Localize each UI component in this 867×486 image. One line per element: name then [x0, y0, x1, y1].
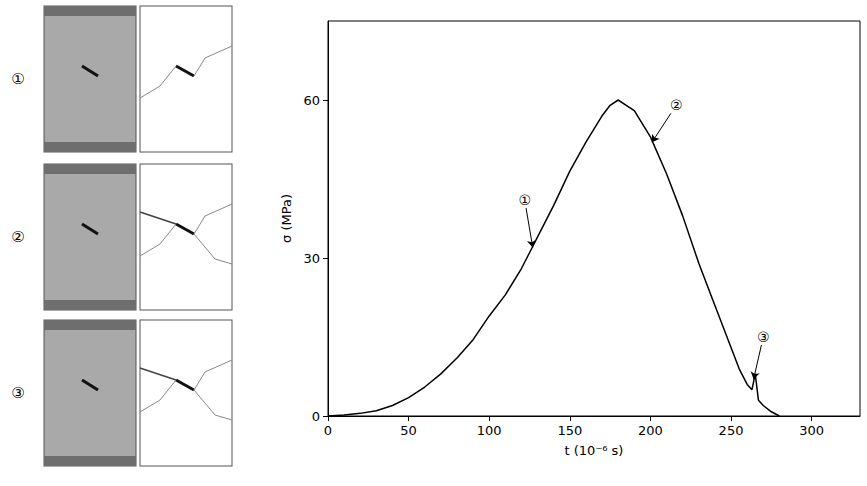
svg-text:③: ③: [11, 384, 24, 402]
svg-text:③: ③: [757, 329, 770, 345]
svg-text:250: 250: [719, 423, 744, 438]
svg-text:30: 30: [303, 251, 320, 266]
svg-text:0: 0: [324, 423, 332, 438]
svg-text:200: 200: [638, 423, 663, 438]
svg-text:②: ②: [11, 228, 24, 246]
svg-text:50: 50: [400, 423, 417, 438]
svg-text:150: 150: [557, 423, 582, 438]
svg-text:①: ①: [11, 70, 24, 88]
svg-text:①: ①: [518, 192, 531, 208]
svg-text:100: 100: [477, 423, 502, 438]
svg-text:t (10⁻⁶ s): t (10⁻⁶ s): [565, 443, 624, 458]
svg-text:σ (MPa): σ (MPa): [279, 194, 294, 243]
svg-text:60: 60: [303, 93, 320, 108]
svg-text:0: 0: [312, 409, 320, 424]
svg-text:②: ②: [670, 97, 683, 113]
svg-text:300: 300: [799, 423, 824, 438]
